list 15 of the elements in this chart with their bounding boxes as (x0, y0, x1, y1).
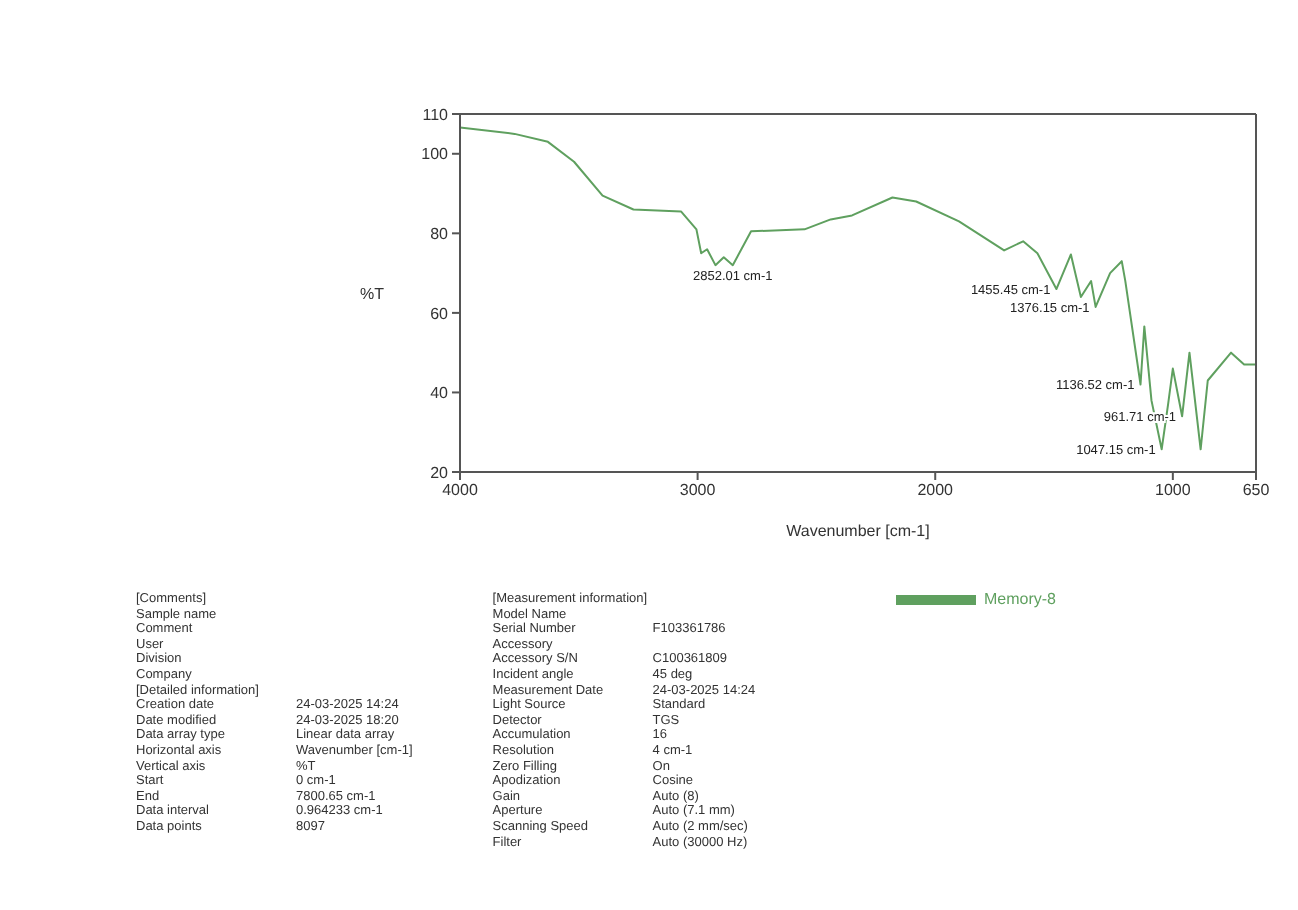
y-tick-label: 80 (430, 225, 450, 244)
y-axis-title: %T (360, 284, 385, 303)
legend-label: Memory-8 (984, 590, 1057, 609)
x-tick-label: 650 (1242, 481, 1271, 500)
x-tick-label: 1000 (1155, 481, 1192, 500)
y-tick-label: 110 (422, 105, 450, 124)
y-tick-label: 100 (421, 145, 450, 164)
x-tick-label: 3000 (679, 481, 717, 500)
x-axis-title: Wavenumber [cm-1] (786, 522, 930, 540)
y-tick-label: 40 (430, 384, 450, 403)
y-tick-label: 20 (430, 463, 450, 482)
x-tick-label: 4000 (442, 481, 479, 500)
x-tick-label: 2000 (917, 481, 955, 500)
line-series (460, 126, 1256, 451)
y-tick-label: 60 (430, 304, 450, 323)
